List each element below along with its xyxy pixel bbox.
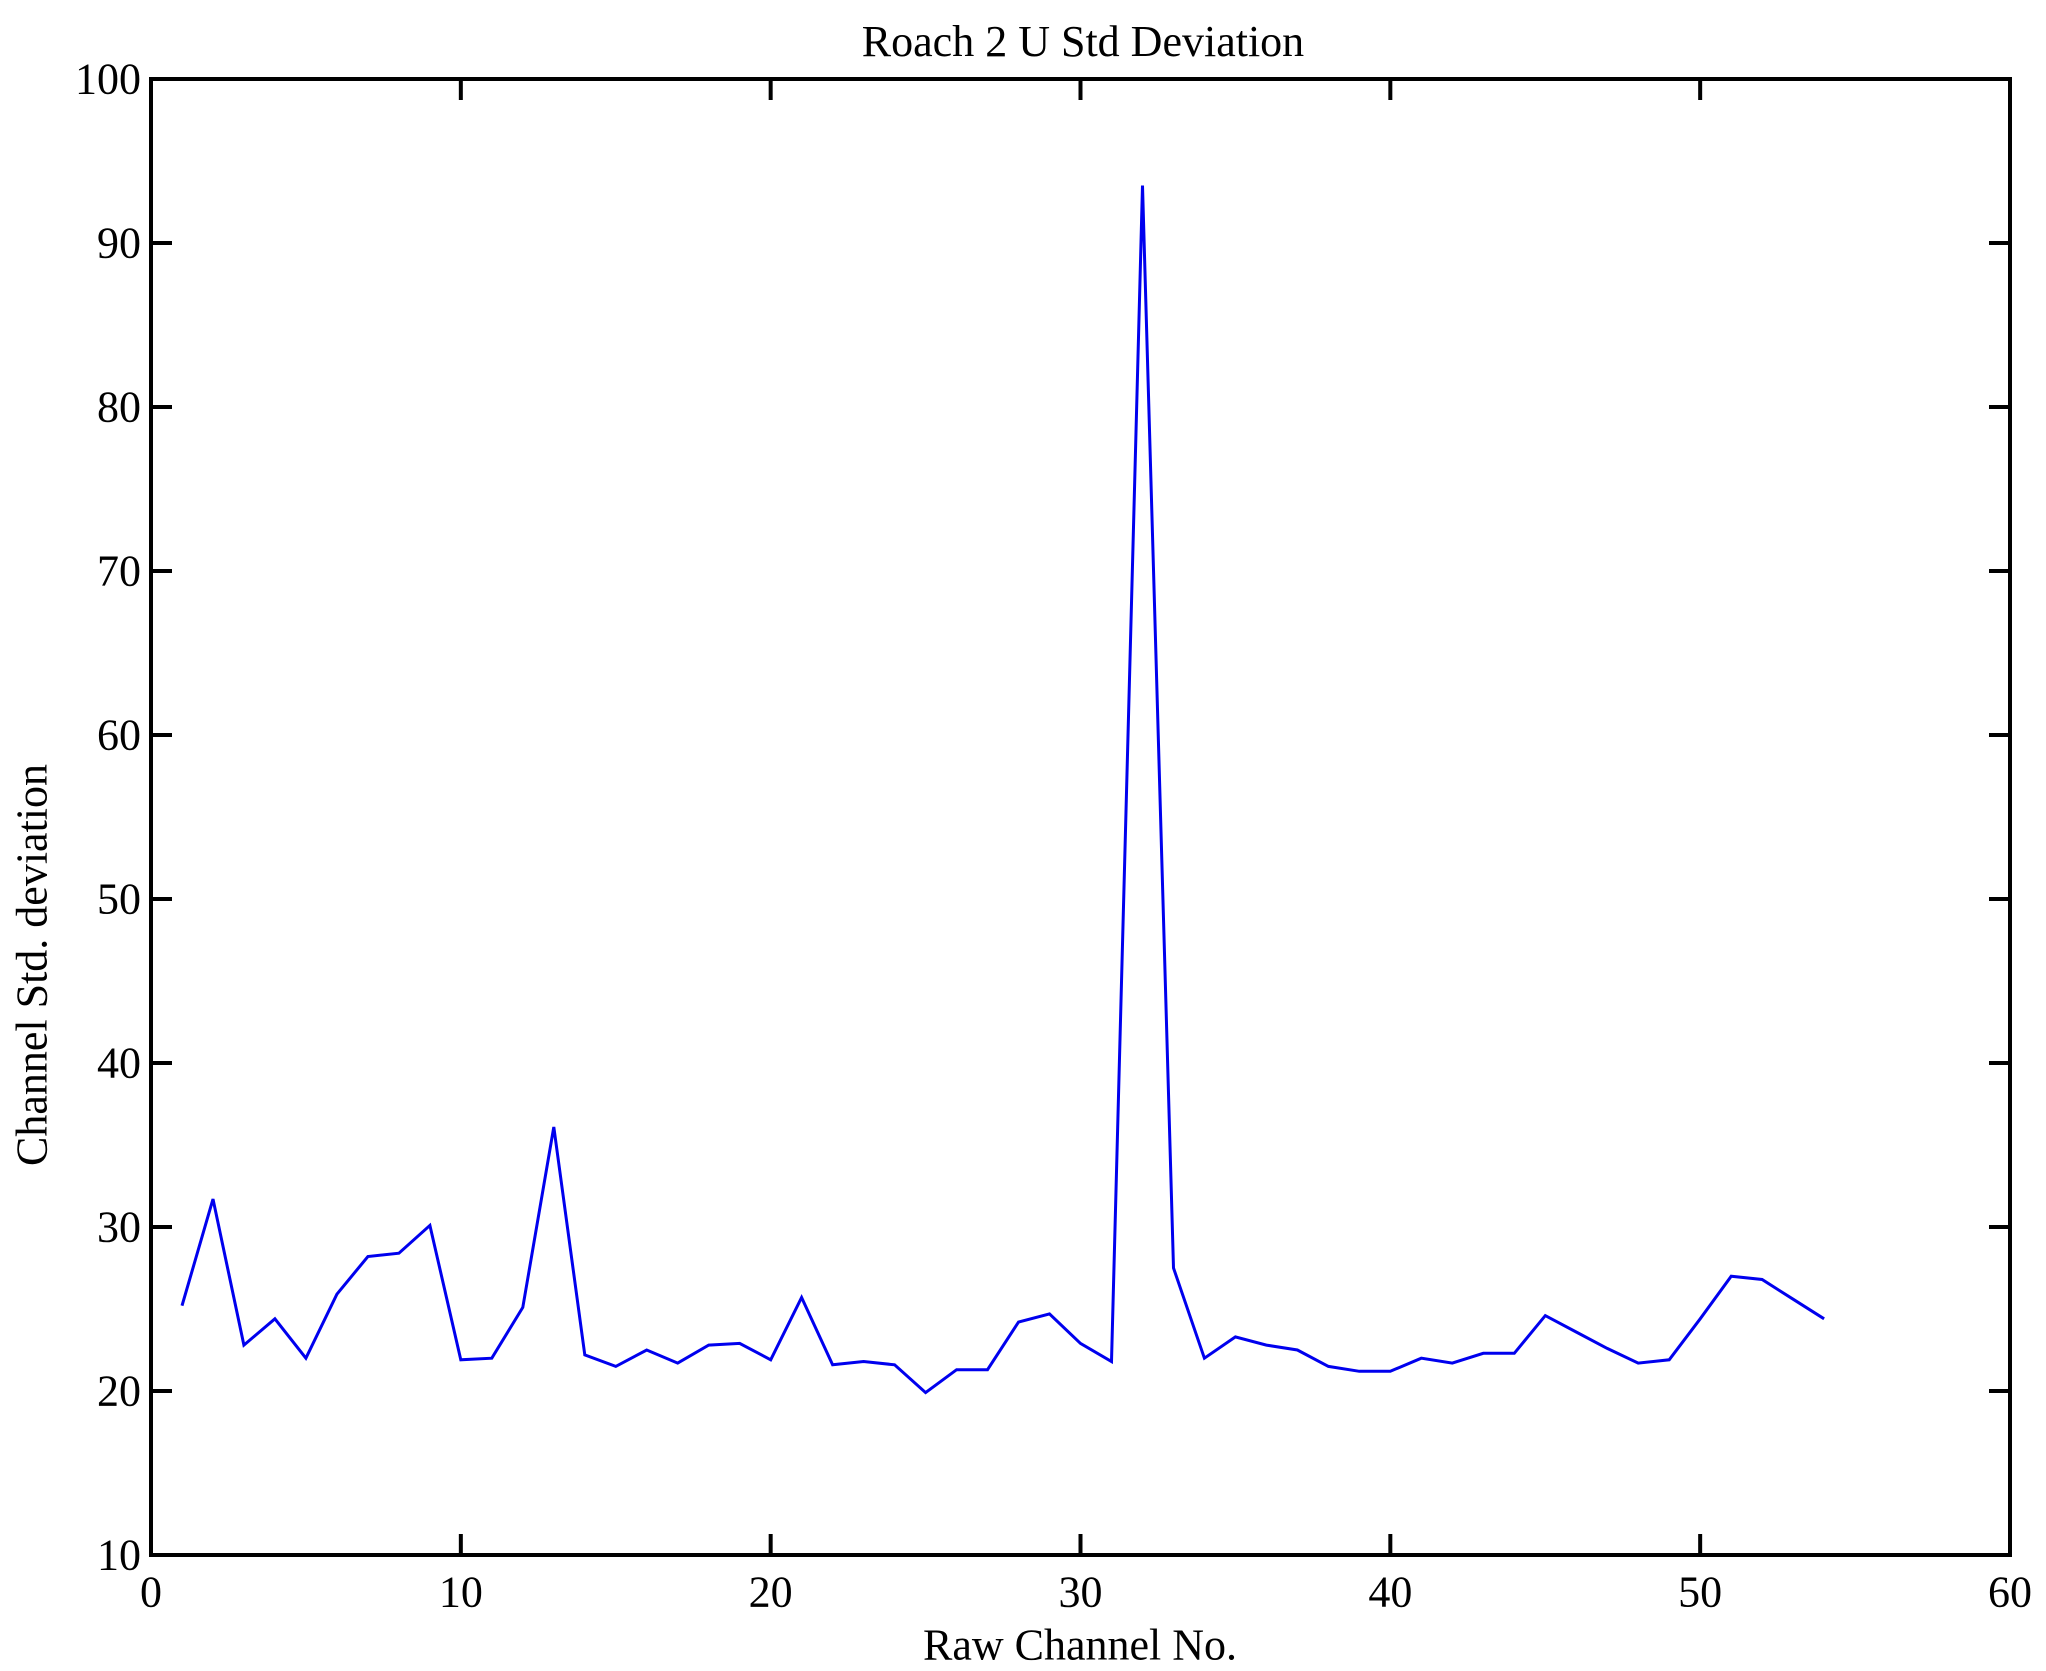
y-tick-label: 50 [97,875,141,924]
x-tick-label: 60 [1988,1568,2032,1617]
y-tick-label: 30 [97,1203,141,1252]
y-tick-label: 10 [97,1531,141,1580]
y-tick-label: 100 [75,55,141,104]
y-tick-label: 40 [97,1039,141,1088]
plot-box-border [149,77,2012,1557]
y-tick-label: 20 [97,1367,141,1416]
x-tick-label: 0 [140,1568,162,1617]
x-tick-label: 40 [1368,1568,1412,1617]
y-tick-label: 60 [97,711,141,760]
x-tick-label: 50 [1678,1568,1722,1617]
y-tick-label: 80 [97,383,141,432]
chart-title: Roach 2 U Std Deviation [862,17,1304,66]
y-tick-label: 90 [97,219,141,268]
x-axis-label: Raw Channel No. [923,1621,1237,1670]
x-tick-label: 20 [749,1568,793,1617]
x-tick-label: 10 [439,1568,483,1617]
data-series-line [180,185,1825,1395]
y-tick-label: 70 [97,547,141,596]
y-axis-label: Channel Std. deviation [8,764,57,1166]
x-tick-label: 30 [1059,1568,1103,1617]
